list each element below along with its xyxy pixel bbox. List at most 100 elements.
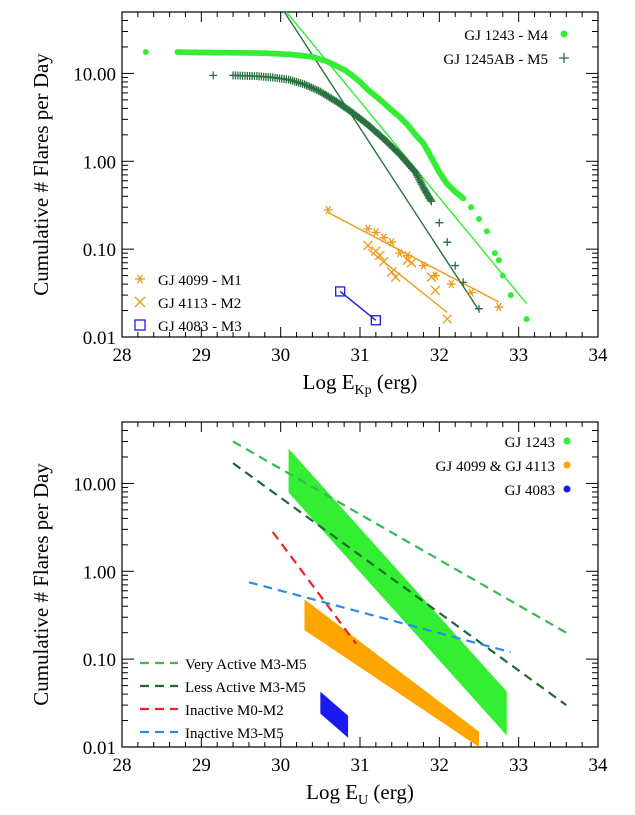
data-point-3 [430,285,441,296]
top-legend-bottom-left: GJ 4099 - M1 GJ 4113 - M2 GJ 4083 - M3 [134,273,242,335]
legend-marker [563,437,571,445]
top-axis-ticks: 28 29 30 31 32 33 34 10.00 1.00 0.10 0.01 [73,11,609,366]
data-point-1 [475,304,483,313]
legend-label: GJ 1243 - M4 [464,28,548,44]
top-x-axis-label: Log EKp (erg) [303,370,418,398]
data-point-1 [451,261,460,270]
legend-label: GJ 4083 - M3 [158,319,242,335]
top-y-axis-label: Cumulative # Flares per Day [29,53,53,296]
dashed-line-3 [248,581,512,654]
x-tick-label: 32 [430,755,449,776]
band-0 [288,448,507,736]
data-point-1 [426,195,435,204]
data-point-3 [386,266,397,277]
data-point-3 [426,272,437,283]
data-point-0 [507,292,514,299]
legend-marker [134,319,146,331]
data-point-1 [309,84,318,93]
data-point-1 [435,218,444,227]
data-point-3 [390,272,401,283]
data-point-2 [446,279,456,289]
data-point-0 [495,257,502,264]
legend-label: Very Active M3-M5 [185,657,307,673]
bottom-dashed-lines [232,440,567,706]
x-tick-label: 31 [351,755,370,776]
y-tick-label: 0.10 [83,650,116,671]
data-point-1 [300,80,309,89]
legend-label: Inactive M0-M2 [185,703,284,719]
data-point-2 [494,302,504,312]
data-point-1 [414,173,423,182]
fit-line-2 [327,212,500,303]
legend-marker [134,296,146,308]
data-point-1 [416,178,425,187]
data-point-1 [417,180,426,189]
x-tick-label: 29 [192,345,211,366]
bottom-legend-bottom-left: Very Active M3-M5 Less Active M3-M5 Inacti… [140,657,307,742]
legend-label: GJ 4113 - M2 [158,296,241,312]
y-tick-label: 1.00 [83,152,116,173]
data-point-1 [303,82,312,91]
data-point-0 [523,316,530,323]
legend-label: Less Active M3-M5 [185,680,306,696]
data-point-4 [370,315,382,326]
legend-marker [135,274,145,284]
y-tick-label: 10.00 [73,474,116,495]
y-tick-label: 0.10 [83,240,116,261]
bottom-x-axis-label: Log EU (erg) [306,780,414,808]
legend-label: GJ 4099 - M1 [158,273,242,289]
dashed-line-0 [232,440,567,634]
legend-marker [560,30,568,38]
dashed-line-2 [271,531,357,645]
legend-marker [563,461,571,469]
x-tick-label: 30 [271,345,290,366]
data-point-2 [387,237,397,247]
y-tick-label: 10.00 [73,64,116,85]
x-tick-label: 33 [509,345,528,366]
data-point-1 [427,197,436,206]
data-point-2 [323,205,333,215]
data-point-1 [411,168,420,177]
data-point-3 [442,314,453,325]
legend-label: GJ 1245AB - M5 [443,52,548,68]
data-point-1 [412,169,421,178]
data-point-3 [378,256,389,267]
data-point-0 [491,250,498,257]
x-tick-label: 34 [589,755,609,776]
legend-label: GJ 1243 [505,435,555,451]
bottom-legend-top-right: GJ 1243 GJ 4099 & GJ 4113 GJ 4083 [436,435,571,499]
data-point-1 [311,85,320,94]
data-point-1 [443,238,452,247]
y-tick-label: 0.01 [83,328,116,349]
bottom-y-axis-label: Cumulative # Flares per Day [29,463,53,706]
legend-marker [559,53,569,63]
y-tick-label: 1.00 [83,562,116,583]
top-data-points [142,49,530,326]
data-point-1 [209,71,218,80]
dashed-line-1 [232,462,567,706]
bottom-axis-ticks: 28 29 30 31 32 33 34 10.00 1.00 0.10 0.01 [73,421,609,776]
legend-label: GJ 4083 [505,483,555,499]
x-tick-label: 29 [192,755,211,776]
data-point-1 [415,176,424,185]
data-point-3 [374,250,385,261]
data-point-2 [395,248,405,258]
data-point-3 [406,257,417,268]
data-point-2 [418,261,428,270]
data-point-0 [499,272,506,279]
x-tick-label: 30 [271,755,290,776]
data-point-2 [371,228,381,237]
x-tick-label: 28 [113,345,132,366]
band-1 [304,599,479,747]
data-point-0 [468,204,475,211]
legend-label: GJ 4099 & GJ 4113 [436,459,555,475]
data-point-1 [305,82,314,91]
data-point-0 [142,49,149,56]
x-tick-label: 34 [589,345,609,366]
data-point-1 [459,278,468,287]
data-point-3 [362,240,373,251]
data-point-2 [379,233,389,242]
data-point-1 [413,171,422,180]
